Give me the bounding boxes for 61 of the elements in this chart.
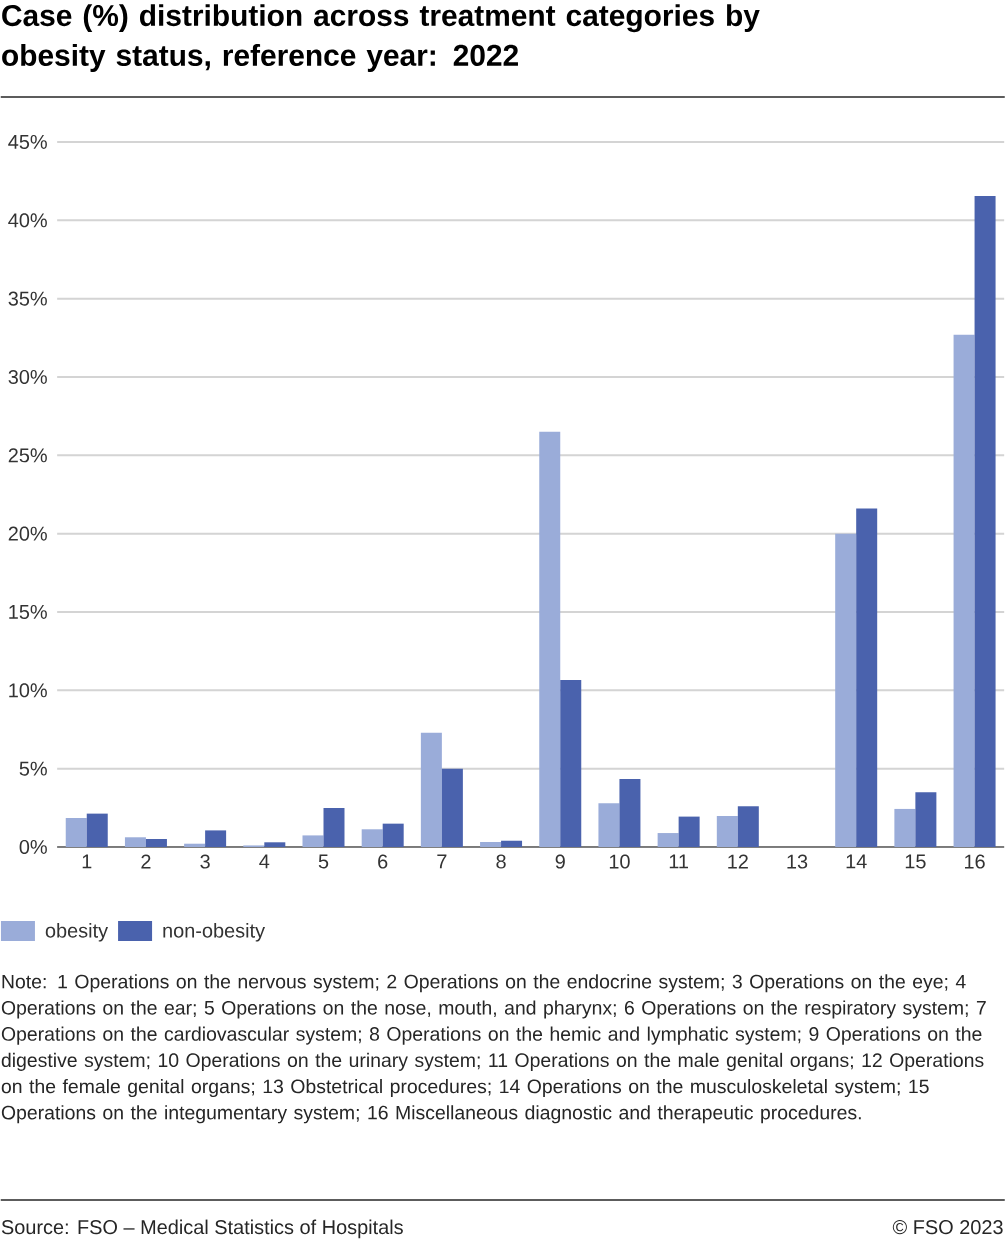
bar (382, 823, 404, 847)
bar (184, 843, 206, 847)
bar (480, 841, 502, 847)
bar (619, 779, 641, 847)
bar (421, 732, 443, 847)
bar (915, 792, 937, 847)
bar (264, 842, 286, 847)
bar (205, 830, 227, 847)
bar (856, 508, 878, 847)
y-tick-label: 40% (8, 213, 48, 228)
source-note: Source: FSO – Medical Statistics of Hospitals (2, 1219, 404, 1239)
bar (953, 334, 975, 847)
x-tick-label: 13 (787, 854, 808, 869)
x-tick-label: 8 (496, 854, 506, 869)
bar (442, 768, 464, 847)
bar (539, 431, 561, 847)
y-tick-label: 25% (9, 448, 48, 463)
y-tick-label: 20% (9, 526, 48, 541)
x-tick-label: 12 (728, 854, 749, 869)
x-tick-label: 2 (141, 854, 151, 869)
y-tick-label: 35% (8, 291, 48, 306)
bar (560, 679, 582, 847)
bar (65, 818, 87, 847)
y-tick-label: 10% (9, 683, 48, 698)
bar (894, 808, 916, 847)
y-tick-label: 5% (19, 761, 48, 776)
bar (501, 840, 523, 847)
x-tick-label: 10 (610, 854, 630, 869)
x-tick-label: 7 (437, 854, 447, 869)
bar (125, 837, 147, 847)
x-tick-label: 9 (555, 854, 566, 869)
bar (361, 829, 383, 847)
legend-label: obesity (46, 923, 109, 942)
bar (657, 833, 679, 847)
bar (146, 839, 168, 847)
x-tick-label: 4 (259, 854, 270, 869)
chart-title: Case (%) distribution across treatment categories by obesity status, reference year: 2022 (2, 4, 760, 72)
x-tick-label: 16 (965, 854, 986, 869)
bar (717, 815, 739, 847)
x-tick-label: 5 (319, 854, 329, 869)
bar (598, 803, 620, 847)
x-tick-label: 14 (846, 854, 867, 869)
bar (678, 816, 700, 847)
y-tick-label: 15% (9, 604, 48, 619)
x-tick-label: 11 (670, 854, 689, 869)
text: © FSO 2023 (893, 1220, 1003, 1235)
bar (835, 533, 857, 847)
x-tick-label: 6 (378, 854, 388, 869)
x-tick-label: 1 (82, 854, 92, 869)
bar (738, 806, 760, 847)
bar (974, 196, 996, 847)
text: Note: 1 Operations on the nervous system; 2 Operations on the endocrine system; 3 Operations on the eye; 4 Operations on the ear; 5 Operations on the nose, mouth, and pharynx; 6 Operations on the respiratory system; 7 Operations on the cardiovascular system; 8 Operations on the hemic and lymphatic system; 9 Operations on the digestive system; 10 Operations on the urinary system; 11 Operations on the male genital organs; 12 Operations on the female genital organs; 13 Obstetrical procedures; 14 Operations on the musculoskeletal system; 15 Operations on the integumentary system; 16 Miscellaneous diagnostic and therapeutic procedures. (2, 974, 987, 1124)
y-tick-label: 30% (8, 369, 48, 385)
bar (323, 807, 345, 847)
y-tick-label: 45% (8, 134, 48, 149)
bar (302, 835, 324, 847)
x-tick-label: 3 (200, 854, 211, 869)
y-tick-label: 0% (19, 839, 48, 855)
x-tick-label: 15 (906, 854, 926, 869)
bar (86, 813, 108, 847)
legend-label: non-obesity (163, 923, 266, 942)
